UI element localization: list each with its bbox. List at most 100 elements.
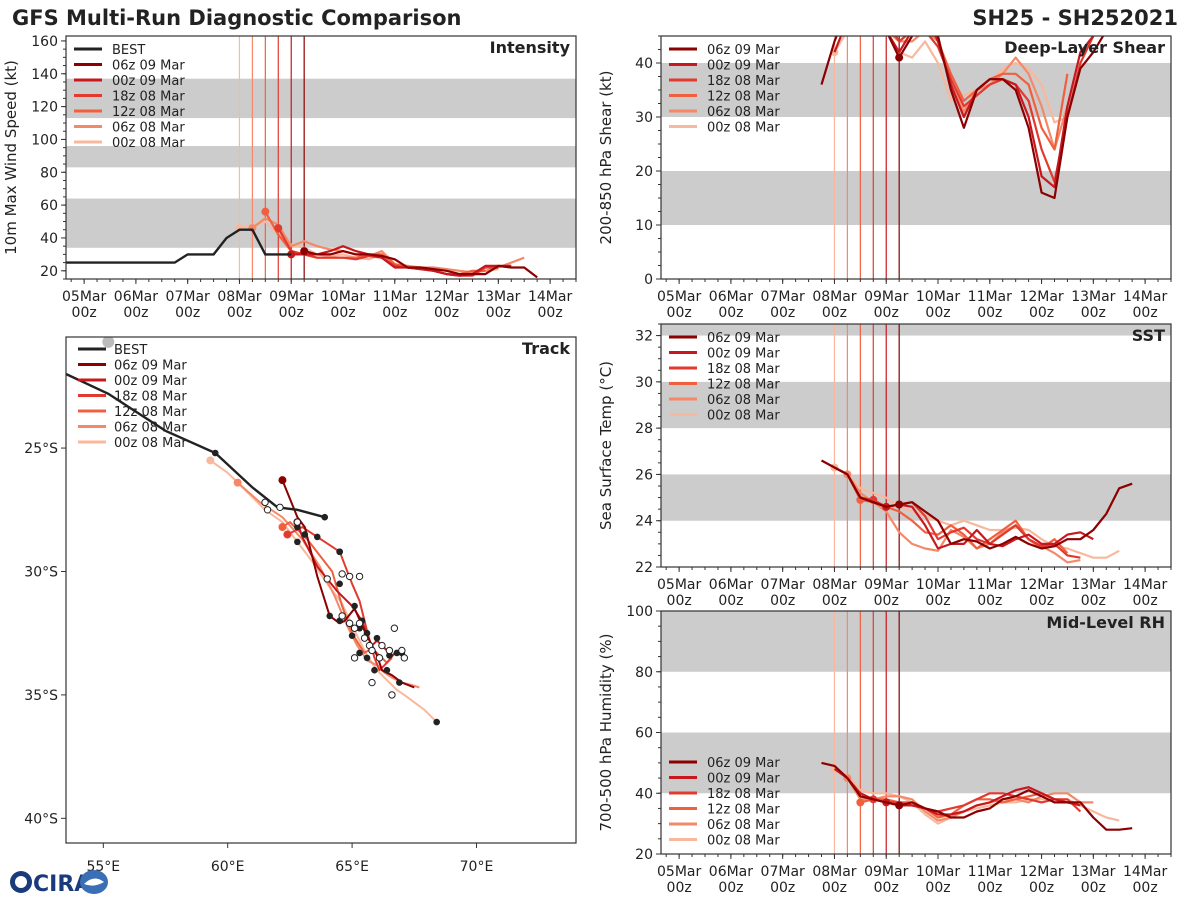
legend-label: 06z 08 Mar (707, 393, 780, 408)
position-marker-open (345, 572, 354, 581)
x-tick-label: 00z (874, 593, 899, 609)
init-marker (856, 0, 864, 2)
x-tick-label: 70°E (460, 859, 494, 875)
position-marker-filled (363, 654, 371, 662)
x-tick-label: 12Mar (1019, 864, 1063, 880)
x-tick-label: 00z (822, 593, 847, 609)
y-tick-label: 80 (40, 165, 58, 181)
x-tick-label: 13Mar (1071, 864, 1115, 880)
legend-label: 00z 08 Mar (707, 834, 780, 849)
position-marker-filled (336, 548, 343, 556)
y-tick-label: 0 (644, 272, 653, 288)
position-marker-open (368, 678, 376, 687)
x-tick-label: 00z (667, 593, 692, 609)
position-marker-open (398, 646, 406, 655)
legend-label: 06z 08 Mar (707, 818, 780, 833)
x-tick-label: 00z (382, 305, 407, 321)
legend-label: 18z 08 Mar (112, 90, 185, 105)
position-marker-filled (356, 649, 363, 657)
x-tick-label: 00z (718, 880, 743, 896)
position-marker-open (375, 654, 384, 662)
x-tick-label: 06Mar (114, 289, 158, 305)
plot-area (661, 0, 1171, 279)
position-marker-open (261, 498, 269, 507)
x-tick-label: 00z (1029, 593, 1054, 609)
legend-label: 00z 09 Mar (707, 59, 780, 74)
y-axis-label: 700-500 hPa Humidity (%) (597, 633, 615, 831)
y-axis-label: 200-850 hPa Shear (kt) (597, 71, 615, 245)
series-line (833, 466, 1120, 559)
series-line (303, 250, 538, 279)
series-line (820, 36, 1105, 200)
track-start-marker (278, 523, 287, 532)
position-marker-open (350, 654, 359, 662)
x-tick-label: 00z (770, 593, 795, 609)
x-tick-label: 00z (227, 305, 252, 321)
x-tick-label: 00z (1081, 880, 1106, 896)
position-marker-filled (351, 602, 358, 610)
legend-label: 06z 09 Mar (707, 43, 780, 58)
x-tick-label: 00z (718, 593, 743, 609)
y-tick-label: 40 (40, 231, 58, 247)
y-tick-label: 22 (635, 560, 653, 576)
position-marker-open (350, 624, 359, 632)
x-tick-label: 07Mar (761, 577, 805, 593)
legend-label: 06z 08 Mar (114, 421, 187, 436)
x-tick-label: 14Mar (1123, 577, 1167, 593)
y-tick-label: 10 (635, 218, 653, 234)
series-line (821, 761, 1133, 831)
y-tick-label: 30 (635, 375, 653, 391)
position-marker-open (360, 634, 369, 642)
panel-track: 55°E 60°E 65°E 70°E25°S30°S35°S40°STrackBES… (24, 336, 577, 875)
position-marker-open (355, 572, 364, 581)
y-tick-label: 40 (635, 56, 653, 72)
x-tick-label: 00z (667, 305, 692, 321)
position-marker-open (368, 646, 376, 655)
panel-title: Mid-Level RH (1046, 613, 1165, 632)
legend-label: 12z 08 Mar (114, 405, 187, 420)
cira-logo-icon: CIRA (10, 870, 108, 897)
x-tick-label: 08Mar (217, 289, 261, 305)
position-marker-filled (371, 666, 378, 674)
x-tick-label: 06Mar (709, 864, 753, 880)
y-tick-label: 26 (635, 467, 653, 483)
x-tick-label: 08Mar (812, 289, 856, 305)
y-tick-label: 40°S (24, 811, 58, 827)
legend-label: BEST (114, 343, 147, 358)
x-tick-label: 10Mar (321, 289, 365, 305)
y-axis-label: 10m Max Wind Speed (kt) (2, 60, 20, 255)
x-tick-label: 00z (1029, 880, 1054, 896)
position-marker-filled (433, 718, 440, 726)
init-marker (895, 801, 904, 810)
panel-rh: 2040608010005Mar00z06Mar00z07Mar00z08Mar… (597, 604, 1172, 896)
y-tick-label: 120 (31, 100, 58, 116)
x-tick-label: 00z (770, 305, 795, 321)
legend-label: 06z 09 Mar (112, 59, 185, 74)
position-marker-open (385, 646, 394, 655)
legend-label: 12z 08 Mar (112, 105, 185, 120)
x-tick-label: 00z (718, 305, 743, 321)
plot-area (661, 611, 1171, 854)
position-marker-open (338, 612, 346, 620)
x-tick-label: 00z (925, 880, 950, 896)
x-tick-label: 05Mar (657, 289, 701, 305)
y-tick-label: 40 (635, 786, 653, 802)
track-start-marker (283, 530, 292, 539)
y-tick-label: 160 (31, 34, 58, 50)
x-tick-label: 00z (977, 305, 1002, 321)
x-tick-label: 08Mar (812, 864, 856, 880)
legend-label: 00z 09 Mar (114, 374, 187, 389)
x-tick-label: 65°E (335, 859, 369, 875)
panel-sst: 22242628303205Mar00z06Mar00z07Mar00z08Ma… (597, 323, 1172, 609)
panel-title: Track (522, 339, 570, 358)
x-tick-label: 07Mar (761, 289, 805, 305)
track-start-marker (206, 456, 215, 465)
x-tick-label: 00z (1081, 305, 1106, 321)
panel-title: Deep-Layer Shear (1004, 38, 1165, 57)
init-marker (287, 250, 296, 259)
x-tick-label: 00z (925, 305, 950, 321)
y-tick-label: 35°S (24, 688, 58, 704)
x-tick-label: 00z (486, 305, 511, 321)
